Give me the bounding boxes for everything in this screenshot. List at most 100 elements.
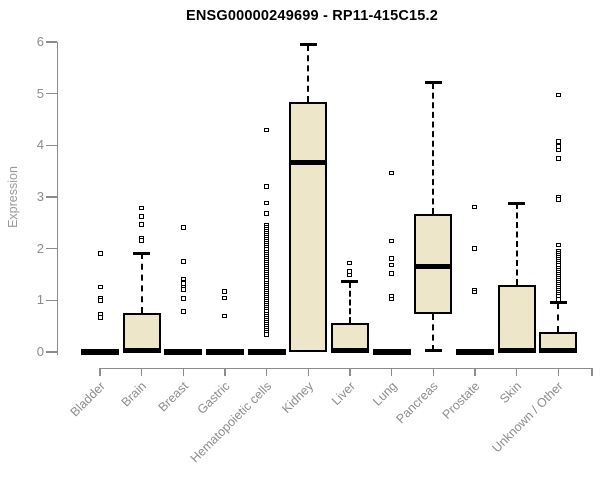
outlier-point [555,156,561,161]
outlier-point [97,251,103,256]
chart-title: ENSG00000249699 - RP11-415C15.2 [185,8,439,24]
outlier-point [139,222,145,227]
upper-whisker-cap [549,301,567,305]
median-line [414,263,453,269]
flat-box [247,349,286,355]
outlier-point [264,184,270,189]
x-category-label: Bladder [67,379,108,420]
outlier-point [472,289,478,295]
x-category-label: Kidney [279,379,317,416]
y-tick [46,299,57,302]
x-category-label: Pancreas [393,379,442,427]
x-category-label: Prostate [440,379,483,422]
outlier-point [180,309,186,314]
outlier-point [389,262,395,268]
y-tick [46,41,57,43]
outlier-point [264,127,270,133]
x-tick [557,367,559,376]
x-category-label: Brain [119,379,150,410]
upper-whisker [348,281,351,323]
y-tick [46,351,57,353]
outlier-point [389,296,395,302]
y-tick [46,196,57,198]
median-line [497,348,536,354]
box [497,284,536,352]
outlier-point [97,315,103,320]
upper-whisker-cap [508,201,526,205]
upper-whisker-cap [341,280,359,284]
flat-box [372,349,411,355]
outlier-point [180,225,186,230]
y-tick [46,92,57,95]
median-line [330,348,369,354]
y-tick-label: 0 [36,344,44,359]
y-tick-label: 6 [36,34,44,49]
upper-whisker [432,82,435,214]
x-tick [349,367,351,376]
outlier-point [347,260,353,266]
outlier-point [222,289,228,294]
upper-whisker [515,203,518,285]
upper-whisker-cap [424,81,442,85]
upper-whisker-cap [299,43,317,47]
outlier-point [555,242,561,248]
outlier-point [555,92,561,98]
outlier-point [389,238,395,244]
outlier-point [555,139,561,144]
outlier-point [389,271,395,276]
box [122,313,161,352]
outlier-point [472,246,478,251]
x-tick [307,367,310,376]
outlier-point [472,204,478,210]
box [330,322,369,352]
x-tick [390,367,393,376]
x-tick [265,367,268,376]
outlier-point [180,287,186,292]
x-tick [432,367,435,376]
y-tick-label: 3 [36,189,44,204]
y-tick-label: 2 [36,240,44,256]
median-line [289,159,328,165]
x-category-label: Skin [497,379,525,407]
outlier-point [555,297,561,302]
upper-whisker-cap [133,251,151,255]
y-tick [46,247,57,250]
outlier-point [97,284,103,290]
outlier-point [180,259,186,264]
y-tick-label: 5 [36,85,44,101]
outlier-point [389,170,395,176]
outlier-point [222,295,228,300]
x-axis-end-tick [591,367,593,376]
x-tick [474,367,476,376]
median-line [122,348,161,354]
x-category-label: Breast [155,379,192,415]
upper-whisker [557,302,560,333]
x-axis-line [99,367,593,369]
x-tick [224,367,226,376]
x-category-label: Liver [328,379,358,409]
flat-box [455,349,494,355]
x-tick [99,367,101,376]
outlier-point [180,276,186,282]
outlier-point [139,214,145,219]
outlier-point [139,205,145,211]
flat-box [164,349,203,355]
outlier-point [222,313,228,319]
y-tick-label: 4 [36,137,44,153]
median-line [539,348,578,354]
outlier-point [555,147,561,153]
y-tick [46,144,57,147]
outlier-point [347,272,353,278]
upper-whisker [140,253,143,314]
flat-box [205,349,244,355]
lower-whisker [432,314,435,351]
outlier-point [180,296,186,301]
flat-box [81,349,119,355]
x-category-label: Lung [369,379,400,409]
y-axis-line [56,42,58,355]
outlier-point [97,298,103,303]
x-tick [140,367,143,376]
y-tick-label: 1 [36,292,44,308]
outlier-point [389,256,395,261]
